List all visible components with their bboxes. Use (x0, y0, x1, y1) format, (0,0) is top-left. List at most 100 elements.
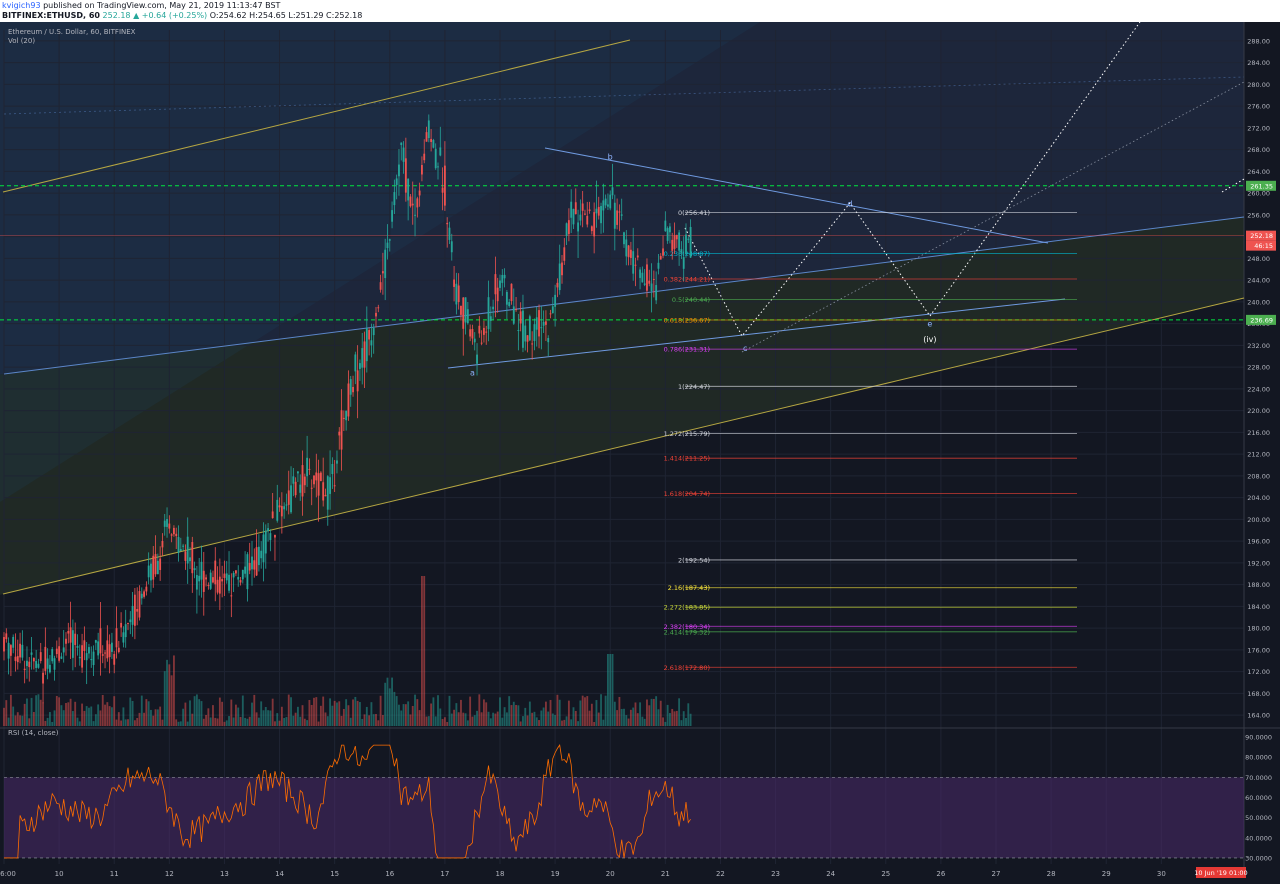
fib-level-label: 2.382(180.34) (664, 623, 710, 631)
volume-bar (384, 682, 387, 726)
candle-body (166, 519, 168, 527)
candle-body (189, 557, 191, 562)
candle-body (455, 283, 458, 305)
candle-body (195, 575, 198, 590)
price-tag (1246, 230, 1276, 241)
volume-bar (593, 721, 596, 726)
volume-bar (480, 712, 483, 726)
candle-body (274, 535, 276, 538)
candle-body (478, 325, 481, 334)
volume-bar (251, 702, 253, 726)
volume-bar (62, 710, 65, 726)
volume-bar (81, 703, 83, 726)
volume-bar (133, 720, 136, 726)
volume-bar (241, 695, 244, 726)
candle-body (184, 551, 187, 561)
candle-body (574, 202, 577, 215)
volume-bar (657, 709, 660, 726)
candle-body (319, 472, 322, 482)
volume-bar (218, 697, 221, 726)
candle-body (646, 264, 648, 291)
candle-body (313, 475, 315, 485)
volume-bar (352, 699, 354, 726)
candle-body (49, 664, 51, 673)
chart-canvas[interactable]: 0(256.41) 0.236(248.87) 0.382(244.21) 0.5(2… (0, 22, 1280, 884)
volume-bar (195, 694, 198, 726)
candle-body (44, 646, 47, 671)
candle-body (108, 644, 111, 658)
candle-body (480, 342, 483, 344)
volume-bar (572, 707, 575, 726)
volume-bar (35, 695, 38, 726)
volume-bar (179, 721, 182, 726)
candle-body (476, 354, 478, 364)
candle-body (159, 558, 162, 570)
candle-body (276, 499, 279, 521)
volume-bar (400, 710, 403, 726)
volume-bar (315, 697, 318, 726)
candle-body (427, 120, 430, 139)
candle-body (345, 410, 348, 421)
price-axis[interactable]: 288.00 284.00 280.00 276.00 272.00 268.00 264.… (1245, 37, 1276, 862)
candle-body (565, 223, 568, 236)
volume-bar (363, 714, 366, 726)
time-axis[interactable]: 6:00 10 11 12 13 14 15 16 17 18 19 20 21 22 23 24 25 26 27… (0, 867, 1248, 878)
candle-body (597, 206, 600, 216)
candle-body (407, 178, 410, 201)
volume-bar (53, 710, 56, 726)
volume-bar (42, 702, 44, 726)
candle-body (342, 417, 345, 419)
candle-body (375, 312, 377, 317)
volume-bar (416, 699, 419, 726)
candle-body (588, 209, 591, 211)
time-label: 25 (881, 870, 890, 878)
author-link[interactable]: kvigich93 (2, 1, 41, 10)
volume-bar (117, 712, 120, 726)
fib-level-label: 0.5(240.44) (672, 296, 710, 304)
fib-extension[interactable]: 0(256.41) 0.236(248.87) 0.382(244.21) 0.5(2… (664, 209, 1077, 672)
price-scale-label: 212.00 (1247, 451, 1270, 459)
volume-bar (561, 720, 563, 726)
candle-body (269, 533, 272, 541)
trend-lines[interactable] (0, 22, 1245, 595)
candle-body (629, 249, 632, 258)
fib-level-label: 1.272(215.79) (664, 430, 710, 438)
volume-bar (395, 696, 398, 726)
candle-body (689, 226, 692, 258)
volume-bar (310, 704, 313, 726)
time-label: 26 (936, 870, 945, 878)
volume-bar (450, 713, 453, 726)
candle-body (639, 269, 641, 278)
candle-body (347, 383, 350, 417)
candle-body (255, 547, 258, 576)
volume-bar (434, 716, 437, 726)
fib-level-label: 2.414(179.32) (664, 628, 710, 636)
volume-bar (538, 720, 540, 726)
rsi-scale-label: 40.0000 (1245, 834, 1272, 842)
volume-bar (94, 714, 97, 726)
rsi-scale-label: 60.0000 (1245, 794, 1272, 802)
candle-body (414, 214, 416, 216)
rsi-scale-label: 50.0000 (1245, 814, 1272, 822)
volume-bar (223, 721, 226, 726)
rsi-scale-label: 30.0000 (1245, 854, 1272, 862)
volume-bar (473, 715, 476, 726)
candle-body (336, 460, 338, 464)
volume-bar (407, 701, 410, 726)
volume-bar (333, 700, 336, 726)
volume-bar (526, 715, 529, 726)
time-label: 20 (606, 870, 615, 878)
price-scale-label: 188.00 (1247, 581, 1270, 589)
candle-body (200, 561, 203, 580)
candle-body (664, 220, 667, 232)
channel-fills (0, 22, 1244, 595)
volume-bar (524, 707, 527, 726)
candle-body (602, 200, 605, 211)
volume-bar (476, 710, 478, 726)
volume-bar (517, 705, 520, 726)
volume-bar (666, 704, 669, 726)
wave-labels: a b c d e (iv) (470, 152, 936, 377)
volume-bar (356, 700, 359, 726)
volume-bar (402, 704, 405, 726)
candle-body (186, 536, 189, 564)
